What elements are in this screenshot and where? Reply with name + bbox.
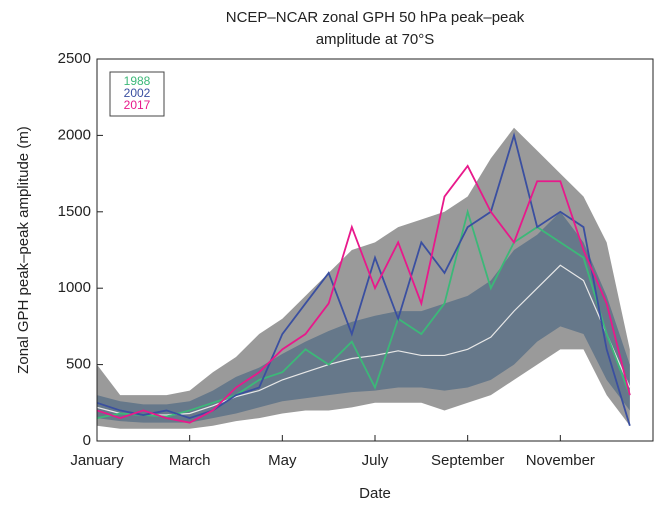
y-axis-label: Zonal GPH peak–peak amplitude (m): [15, 126, 32, 374]
legend-label: 2017: [124, 98, 151, 112]
mean-line: [96, 264, 631, 416]
y-tick-label: 0: [83, 432, 91, 449]
y-tick-label: 500: [66, 356, 91, 373]
x-tick-label: March: [169, 452, 211, 469]
x-tick-label: January: [70, 452, 124, 469]
chart-title: NCEP–NCAR zonal GPH 50 hPa peak–peak: [226, 9, 525, 26]
legend-box: [109, 71, 165, 117]
x-tick-label: May: [268, 452, 297, 469]
legend-label: 1988: [124, 74, 151, 88]
series-line: [96, 208, 631, 419]
y-tick-label: 1000: [58, 279, 91, 296]
x-axis-label: Date: [359, 485, 391, 502]
y-tick-label: 2000: [58, 126, 91, 143]
legend-label: 2002: [124, 86, 151, 100]
y-tick-label: 1500: [58, 203, 91, 220]
y-tick-label: 2500: [58, 50, 91, 67]
x-tick-label: September: [431, 452, 504, 469]
x-tick-label: November: [526, 452, 595, 469]
series-line: [96, 132, 631, 426]
x-tick-label: July: [362, 452, 389, 469]
series-line: [96, 164, 631, 424]
chart-title: amplitude at 70°S: [316, 31, 435, 48]
range-band: [97, 211, 630, 423]
